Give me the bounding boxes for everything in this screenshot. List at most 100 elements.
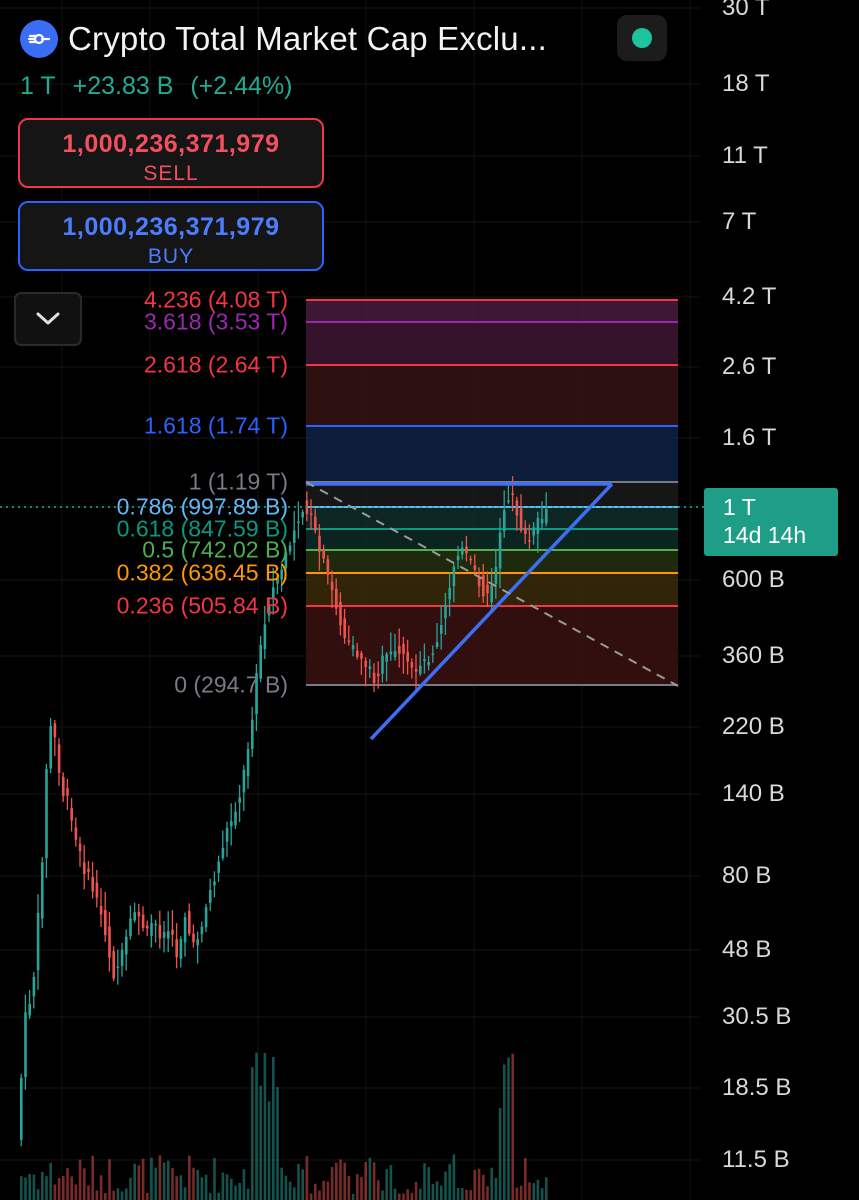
candle-body xyxy=(469,558,472,561)
volume-bar xyxy=(263,1052,267,1200)
fib-level-label: 0.618 (847.59 B) xyxy=(117,516,288,543)
descending-dashed-line xyxy=(305,481,679,687)
volume-bar xyxy=(343,1162,346,1200)
candle-body xyxy=(28,1003,31,1016)
volume-bar xyxy=(360,1176,363,1200)
volume-bar xyxy=(116,1188,120,1200)
fib-zone xyxy=(306,482,678,507)
candle-body xyxy=(406,651,409,662)
candle-body xyxy=(45,768,48,859)
buy-button[interactable]: 1,000,236,371,979 BUY xyxy=(18,201,324,271)
volume-bar xyxy=(200,1177,204,1200)
volume-bar xyxy=(99,1175,103,1200)
candle-body xyxy=(368,666,372,669)
candle-body xyxy=(280,569,283,580)
candle-body xyxy=(104,910,107,936)
candle-body xyxy=(57,744,61,773)
candle-body xyxy=(120,949,124,966)
fib-value: (997.89 B) xyxy=(174,493,288,520)
volume-bar xyxy=(129,1177,132,1200)
chart-header: Crypto Total Market Cap Exclu... xyxy=(20,18,620,60)
candle-body xyxy=(251,719,254,750)
fib-value: (505.84 B) xyxy=(174,592,288,619)
candle-body xyxy=(393,651,397,657)
sell-button[interactable]: 1,000,236,371,979 SELL xyxy=(18,118,324,188)
current-price-tag: 1 T 14d 14h xyxy=(704,488,838,556)
fib-level-label: 0.786 (997.89 B) xyxy=(117,494,288,521)
candle-body xyxy=(507,500,510,503)
chevron-down-icon xyxy=(36,312,60,325)
candle-body xyxy=(20,1077,23,1140)
candle-body xyxy=(330,581,334,591)
volume-bar xyxy=(267,1101,271,1200)
fib-level-label: 0.236 (505.84 B) xyxy=(117,593,288,620)
candle-body xyxy=(519,508,523,531)
fib-level-label: 4.236 (4.08 T) xyxy=(144,287,288,314)
candle-body xyxy=(347,640,351,643)
candle-body xyxy=(246,749,250,777)
y-axis-tick-label: 2.6 T xyxy=(722,353,777,380)
candle-body xyxy=(452,566,456,587)
volume-bar xyxy=(179,1175,183,1200)
volume-bar xyxy=(507,1057,510,1200)
volume-bar xyxy=(482,1174,485,1200)
volume-bar xyxy=(372,1162,376,1200)
candle-body xyxy=(461,547,464,555)
volume-bar xyxy=(435,1181,439,1200)
volume-bar xyxy=(66,1168,69,1200)
candle-body xyxy=(116,966,120,969)
candle-body xyxy=(326,559,330,576)
volume-bar xyxy=(171,1167,174,1200)
volume-bar xyxy=(402,1193,405,1200)
candle-body xyxy=(112,951,115,979)
candle-body xyxy=(137,911,141,917)
candle-body xyxy=(360,653,363,659)
sell-price: 1,000,236,371,979 xyxy=(62,130,280,158)
candle-body xyxy=(372,672,376,684)
candle-body xyxy=(482,575,485,597)
volume-bar xyxy=(305,1156,309,1200)
candle-body xyxy=(276,578,279,584)
volume-bar xyxy=(272,1057,275,1200)
candle-body xyxy=(242,769,246,793)
volume-bar xyxy=(398,1193,401,1200)
volume-bar xyxy=(385,1169,388,1200)
volume-bar xyxy=(503,1064,506,1200)
candle-body xyxy=(41,862,44,919)
fib-ratio: 4.236 xyxy=(143,286,202,313)
y-axis-tick-label: 18.5 B xyxy=(722,1074,792,1101)
candle-body xyxy=(183,917,187,943)
volume-bar xyxy=(204,1174,208,1200)
candle-body xyxy=(62,776,65,796)
candle-body xyxy=(503,510,506,532)
fib-value: (847.59 B) xyxy=(174,515,288,542)
candle-body xyxy=(456,555,460,561)
fib-level-label: 3.618 (3.53 T) xyxy=(144,309,288,336)
volume-bar xyxy=(24,1177,27,1200)
fib-ratio: 0.5 xyxy=(142,536,175,563)
volume-bar xyxy=(452,1154,456,1200)
candle-body xyxy=(473,565,477,570)
volume-bar xyxy=(326,1181,330,1200)
volume-bar xyxy=(519,1185,523,1200)
volume-bar xyxy=(91,1155,94,1200)
candle-body xyxy=(87,868,90,872)
volume-bar xyxy=(465,1189,468,1200)
candle-body xyxy=(66,788,69,796)
volume-bar xyxy=(125,1188,128,1200)
price-tag-countdown: 14d 14h xyxy=(723,522,807,548)
fib-value: (1.74 T) xyxy=(201,412,288,439)
candle-body xyxy=(141,914,145,929)
symbol-title[interactable]: Crypto Total Market Cap Exclu... xyxy=(68,20,547,57)
candle-body xyxy=(318,535,321,552)
volume-bar xyxy=(276,1087,279,1200)
candle-body xyxy=(490,585,493,603)
candle-body xyxy=(83,862,86,874)
volume-bar xyxy=(175,1176,178,1200)
collapse-button[interactable] xyxy=(14,292,82,346)
candle-body xyxy=(335,588,338,609)
market-status-button[interactable] xyxy=(617,15,667,61)
volume-bar xyxy=(381,1190,384,1200)
candle-body xyxy=(389,651,393,655)
